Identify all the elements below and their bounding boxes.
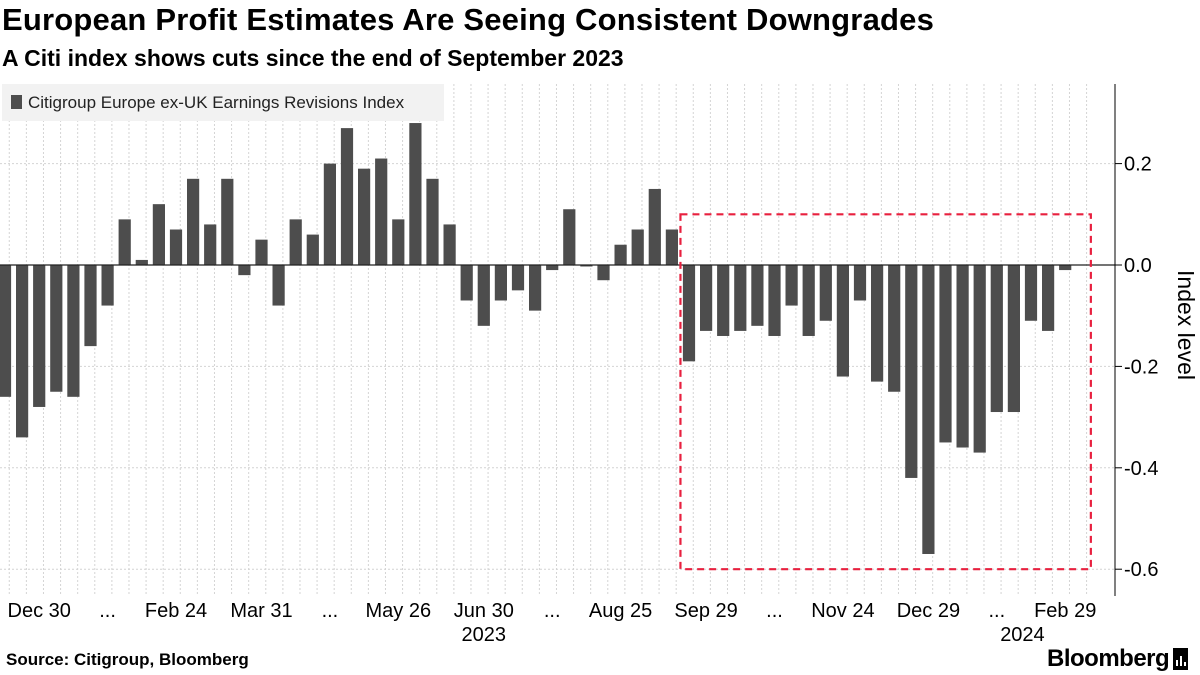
x-tick-label: ... (766, 600, 783, 622)
bar (853, 265, 867, 301)
bar (204, 224, 217, 265)
bar (511, 265, 525, 291)
bar (597, 265, 610, 281)
bar (1059, 265, 1072, 271)
bar (871, 265, 884, 382)
bar (392, 219, 405, 265)
bar (563, 209, 576, 265)
bar (939, 265, 952, 443)
bar (101, 265, 114, 306)
bar (409, 123, 422, 265)
bar (734, 265, 747, 331)
y-tick-label: -0.6 (1124, 559, 1158, 581)
bar (956, 265, 969, 448)
y-tick-label: 0.0 (1124, 255, 1152, 277)
x-tick-label: Aug 25 (589, 600, 652, 622)
bar (751, 265, 764, 326)
bloomberg-terminal-icon (1173, 648, 1189, 670)
x-tick-label: ... (99, 600, 116, 622)
x-tick-label: Sep 29 (674, 600, 737, 622)
highlight-box (679, 213, 1092, 571)
bar (135, 259, 148, 265)
x-tick-label: Dec 29 (897, 600, 960, 622)
y-tick-label: -0.2 (1124, 356, 1158, 378)
x-tick-label: Mar 31 (230, 600, 292, 622)
bar (323, 163, 336, 265)
bar (648, 188, 661, 265)
bar (33, 265, 46, 407)
x-tick-label: ... (988, 600, 1005, 622)
bar (50, 265, 63, 392)
bar (0, 265, 12, 397)
bar (990, 265, 1003, 413)
bar (580, 265, 593, 267)
brand-name: Bloomberg (1047, 645, 1170, 672)
bar (118, 219, 131, 265)
bar (255, 239, 268, 265)
bar (460, 265, 473, 301)
bar (494, 265, 507, 301)
bar (426, 178, 439, 265)
bar (888, 265, 901, 392)
bar (768, 265, 781, 336)
legend-box (2, 84, 444, 121)
bar (682, 265, 696, 362)
bar (529, 265, 542, 311)
bar (802, 265, 815, 336)
bar (922, 265, 935, 554)
x-tick-label: Jun 30 (454, 600, 514, 622)
x-tick-label: Feb 29 (1034, 600, 1096, 622)
x-tick-label: Dec 30 (8, 600, 71, 622)
x-tick-label: ... (544, 600, 561, 622)
x-tick-label: May 26 (366, 600, 432, 622)
chart-subtitle: A Citi index shows cuts since the end of… (2, 45, 624, 71)
bar (1042, 265, 1055, 331)
bar (717, 265, 730, 336)
bar (631, 229, 644, 265)
y-axis-title: Index level (1173, 270, 1199, 380)
bar (905, 265, 918, 478)
bar (375, 158, 388, 265)
bar (614, 244, 627, 265)
source-note: Source: Citigroup, Bloomberg (6, 650, 249, 669)
bar (443, 224, 456, 265)
bar (1024, 265, 1038, 321)
legend-label: Citigroup Europe ex-UK Earnings Revision… (28, 93, 405, 112)
bar (700, 265, 713, 331)
bar (665, 229, 678, 265)
x-tick-label: Nov 24 (811, 600, 874, 622)
bar (67, 265, 80, 397)
bar (272, 265, 285, 306)
bloomberg-logo: Bloomberg (1047, 645, 1189, 673)
legend-swatch (11, 95, 22, 109)
bar (306, 234, 319, 265)
bar (84, 265, 97, 347)
bar (819, 265, 832, 321)
x-year-label: 2023 (462, 624, 507, 646)
y-tick-label: -0.4 (1124, 458, 1158, 480)
bar (238, 265, 251, 276)
bar (785, 265, 798, 306)
x-tick-label: ... (322, 600, 339, 622)
bar (169, 229, 183, 265)
bar (973, 265, 986, 453)
bar (187, 178, 200, 265)
bar (477, 265, 490, 326)
bar (340, 128, 354, 265)
x-year-label: 2024 (1000, 624, 1045, 646)
bar (836, 265, 849, 377)
chart-title: European Profit Estimates Are Seeing Con… (2, 2, 935, 37)
bar (546, 265, 559, 271)
bar (289, 219, 302, 265)
y-tick-label: 0.2 (1124, 154, 1152, 176)
bar (152, 204, 165, 265)
bar (16, 265, 29, 438)
bar (358, 168, 371, 265)
x-tick-label: Feb 24 (145, 600, 207, 622)
bar (1007, 265, 1020, 413)
bar (221, 178, 234, 265)
